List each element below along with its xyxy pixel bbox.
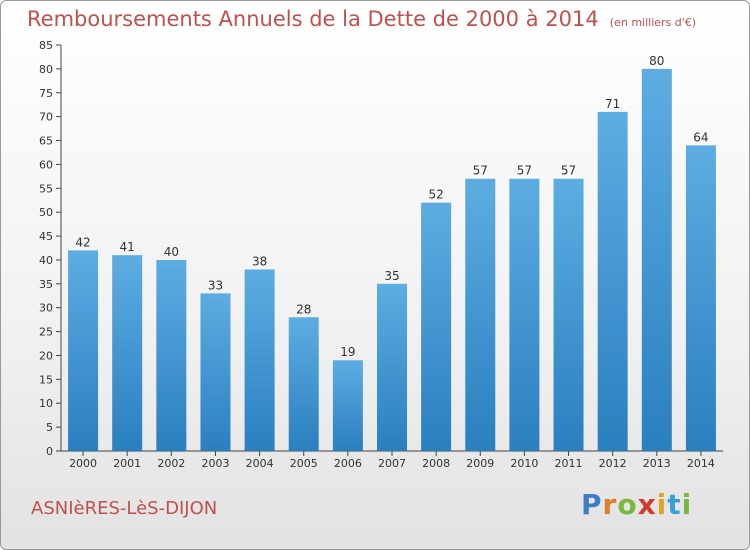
data-label: 38 (252, 254, 267, 268)
bar (200, 293, 231, 451)
logo-letter: i (681, 488, 693, 521)
y-tick-label: 50 (39, 206, 53, 219)
y-tick-label: 15 (39, 373, 53, 386)
data-label: 42 (75, 235, 90, 249)
y-tick-label: 45 (39, 230, 53, 243)
proxiti-logo: Proxiti (581, 488, 692, 521)
bar (156, 259, 187, 451)
bars (68, 68, 716, 451)
data-label: 57 (517, 164, 532, 178)
y-tick-label: 80 (39, 63, 53, 76)
bar (597, 111, 628, 451)
chart-title: Remboursements Annuels de la Dette de 20… (27, 7, 599, 31)
data-label: 64 (693, 130, 708, 144)
bar (641, 68, 672, 451)
bar (244, 269, 275, 451)
data-label: 80 (649, 54, 664, 68)
data-label: 52 (428, 188, 443, 202)
x-tick-label: 2013 (643, 457, 671, 470)
bar (509, 178, 540, 451)
y-tick-label: 5 (46, 421, 53, 434)
x-tick-label: 2005 (290, 457, 318, 470)
data-label: 33 (208, 278, 223, 292)
x-tick-label: 2000 (69, 457, 97, 470)
x-tick-label: 2010 (510, 457, 538, 470)
y-tick-label: 65 (39, 135, 53, 148)
x-tick-label: 2007 (378, 457, 406, 470)
y-tick-label: 75 (39, 87, 53, 100)
x-tick-label: 2001 (113, 457, 141, 470)
y-tick-label: 20 (39, 349, 53, 362)
bar (553, 178, 584, 451)
y-tick-label: 35 (39, 278, 53, 291)
bar (288, 317, 319, 451)
x-tick-label: 2012 (599, 457, 627, 470)
axes: 0 5 10 15 20 25 30 35 40 45 50 55 60 65 70 75 80 85 2000 20… (39, 39, 723, 470)
y-tick-label: 40 (39, 254, 53, 267)
logo-letter: x (637, 488, 657, 521)
x-tick-label: 2011 (555, 457, 583, 470)
y-tick-label: 25 (39, 326, 53, 339)
bar (377, 283, 407, 451)
x-tick-label: 2009 (466, 457, 494, 470)
x-tick-label: 2002 (157, 457, 185, 470)
data-label: 57 (473, 164, 488, 178)
logo-letter: t (667, 488, 682, 521)
bar (685, 145, 716, 451)
bar (465, 178, 496, 451)
data-label: 19 (340, 345, 355, 359)
bar (112, 255, 143, 451)
y-tick-label: 10 (39, 397, 53, 410)
data-labels: 42 41 40 33 38 28 19 35 52 57 57 57 71 80 64 (75, 54, 708, 359)
title-row: Remboursements Annuels de la Dette de 20… (27, 7, 696, 31)
chart-subtitle: (en milliers d'€) (609, 16, 697, 29)
data-label: 71 (605, 97, 620, 111)
commune-name: ASNIèRES-LèS-DIJON (31, 498, 218, 519)
data-label: 35 (384, 269, 399, 283)
y-tick-label: 30 (39, 302, 53, 315)
bar (332, 360, 363, 451)
x-tick-label: 2014 (687, 457, 715, 470)
logo-letter: r (602, 488, 618, 521)
logo-letter: P (581, 488, 603, 521)
data-label: 40 (164, 245, 179, 259)
y-tick-label: 0 (46, 445, 53, 458)
y-tick-label: 55 (39, 182, 53, 195)
y-tick-label: 60 (39, 158, 53, 171)
x-tick-label: 2004 (246, 457, 274, 470)
x-tick-label: 2008 (422, 457, 450, 470)
data-label: 41 (120, 240, 135, 254)
data-label: 28 (296, 302, 311, 316)
logo-letter: i (656, 488, 668, 521)
bar (68, 250, 99, 451)
data-label: 57 (561, 164, 576, 178)
y-tick-label: 85 (39, 39, 53, 52)
bar (421, 202, 452, 451)
y-tick-label: 70 (39, 111, 53, 124)
x-tick-label: 2003 (201, 457, 229, 470)
logo-letter: o (617, 488, 638, 521)
x-tick-label: 2006 (334, 457, 362, 470)
